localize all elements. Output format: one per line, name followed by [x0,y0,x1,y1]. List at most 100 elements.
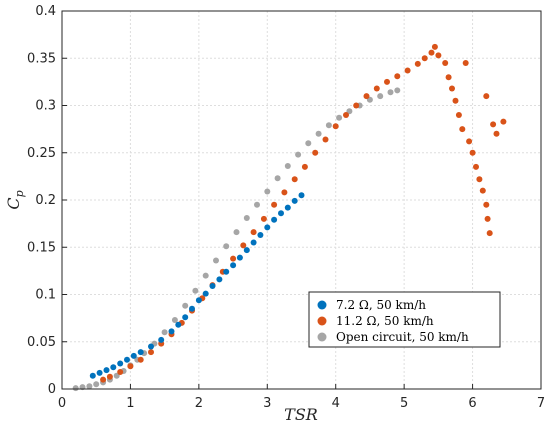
data-point-series-2 [387,89,394,96]
grid [62,11,541,389]
x-tick-label: 4 [332,396,340,411]
data-point-series-1 [404,67,411,74]
data-point-series-2 [192,287,199,294]
y-tick-label: 0.3 [35,99,56,114]
legend-label-7-2-ohm: 7.2 Ω, 50 km/h [336,298,426,312]
data-point-series-2 [93,381,100,388]
data-point-series-2 [295,151,302,158]
data-point-series-0 [230,262,237,269]
data-point-series-1 [271,201,278,208]
data-points [72,43,507,392]
data-point-series-2 [315,130,322,137]
data-point-series-0 [182,314,189,321]
data-point-series-2 [202,272,209,279]
y-tick-label: 0.4 [35,4,56,19]
data-point-series-0 [298,192,305,199]
data-point-series-1 [281,189,288,196]
y-tick-label: 0.25 [27,146,56,161]
y-axis-label-main: C [4,197,23,209]
data-point-series-2 [284,163,291,169]
data-point-series-1 [483,201,490,208]
data-point-series-0 [130,352,137,359]
data-point-series-1 [459,126,466,133]
data-point-series-2 [223,243,230,250]
y-tick-label: 0.35 [27,51,56,66]
data-point-series-0 [148,343,154,350]
data-point-series-1 [455,112,462,118]
legend-box [308,291,501,348]
data-point-series-0 [103,367,110,374]
data-point-series-1 [445,74,452,81]
x-tick-label: 3 [263,396,271,411]
legend-entry-11-2-ohm: 11.2 Ω, 50 km/h [317,314,434,328]
data-point-series-1 [343,112,349,118]
data-point-series-1 [117,369,124,375]
data-point-series-0 [278,210,284,217]
legend-label-11-2-ohm: 11.2 Ω, 50 km/h [336,314,434,328]
y-tick-label: 0.2 [35,193,56,208]
data-point-series-2 [325,122,332,129]
data-point-series-0 [168,328,175,335]
data-point-series-0 [195,297,202,304]
legend-entry-7-2-ohm: 7.2 Ω, 50 km/h [317,298,426,312]
data-point-series-0 [96,369,103,376]
data-point-series-1 [384,78,390,85]
data-point-series-1 [363,93,370,100]
data-point-series-1 [301,163,308,170]
data-point-series-1 [442,60,449,66]
data-point-series-1 [476,176,483,183]
data-point-series-1 [469,149,476,156]
x-tick-label: 6 [468,396,476,411]
legend-label-open-circuit: Open circuit, 50 km/h [336,330,469,344]
data-point-series-2 [305,140,312,147]
data-point-series-2 [161,329,168,336]
data-point-series-0 [223,268,230,275]
data-point-series-1 [449,85,455,92]
y-tick-label: 0 [48,382,56,397]
data-point-series-1 [500,118,507,125]
x-tick-label: 7 [537,396,545,411]
data-point-series-1 [106,373,113,380]
data-point-series-2 [171,317,178,323]
data-point-series-1 [332,123,339,130]
data-point-series-1 [127,363,134,370]
data-point-series-1 [137,356,144,363]
data-point-series-0 [202,290,209,297]
legend-marker-11-2-ohm [317,316,327,326]
y-ticks: 0 0.05 0.1 0.15 0.2 0.25 0.3 0.35 0.4 [27,4,67,397]
data-point-series-2 [113,372,120,379]
data-point-series-2 [72,385,79,392]
data-point-series-1 [431,43,438,50]
data-point-series-1 [483,93,490,100]
data-point-series-2 [86,383,93,390]
x-ticks: 0 1 2 3 4 5 6 7 [58,384,545,411]
data-point-series-1 [462,60,469,66]
data-point-series-2 [213,257,219,264]
data-point-series-0 [250,239,257,246]
data-point-series-2 [394,87,401,94]
data-point-series-2 [243,215,250,221]
data-point-series-1 [260,215,267,222]
data-point-series-2 [377,93,384,100]
data-point-series-0 [117,360,124,367]
data-point-series-0 [89,372,96,379]
data-point-series-1 [486,230,493,237]
y-axis-label: Cp [4,190,26,209]
data-point-series-1 [435,52,442,59]
data-point-series-0 [216,276,223,283]
data-point-series-1 [240,242,247,249]
data-point-series-1 [312,149,319,156]
data-point-series-1 [421,55,428,62]
data-point-series-0 [137,349,144,356]
data-point-series-1 [493,130,500,137]
data-point-series-2 [264,188,271,195]
data-point-series-1 [490,121,497,128]
x-tick-label: 0 [58,396,66,411]
data-point-series-0 [264,224,271,231]
data-point-series-1 [322,136,329,143]
legend-marker-open-circuit [317,332,327,342]
data-point-series-0 [158,336,165,343]
data-point-series-1 [466,138,473,145]
data-point-series-0 [110,364,117,371]
